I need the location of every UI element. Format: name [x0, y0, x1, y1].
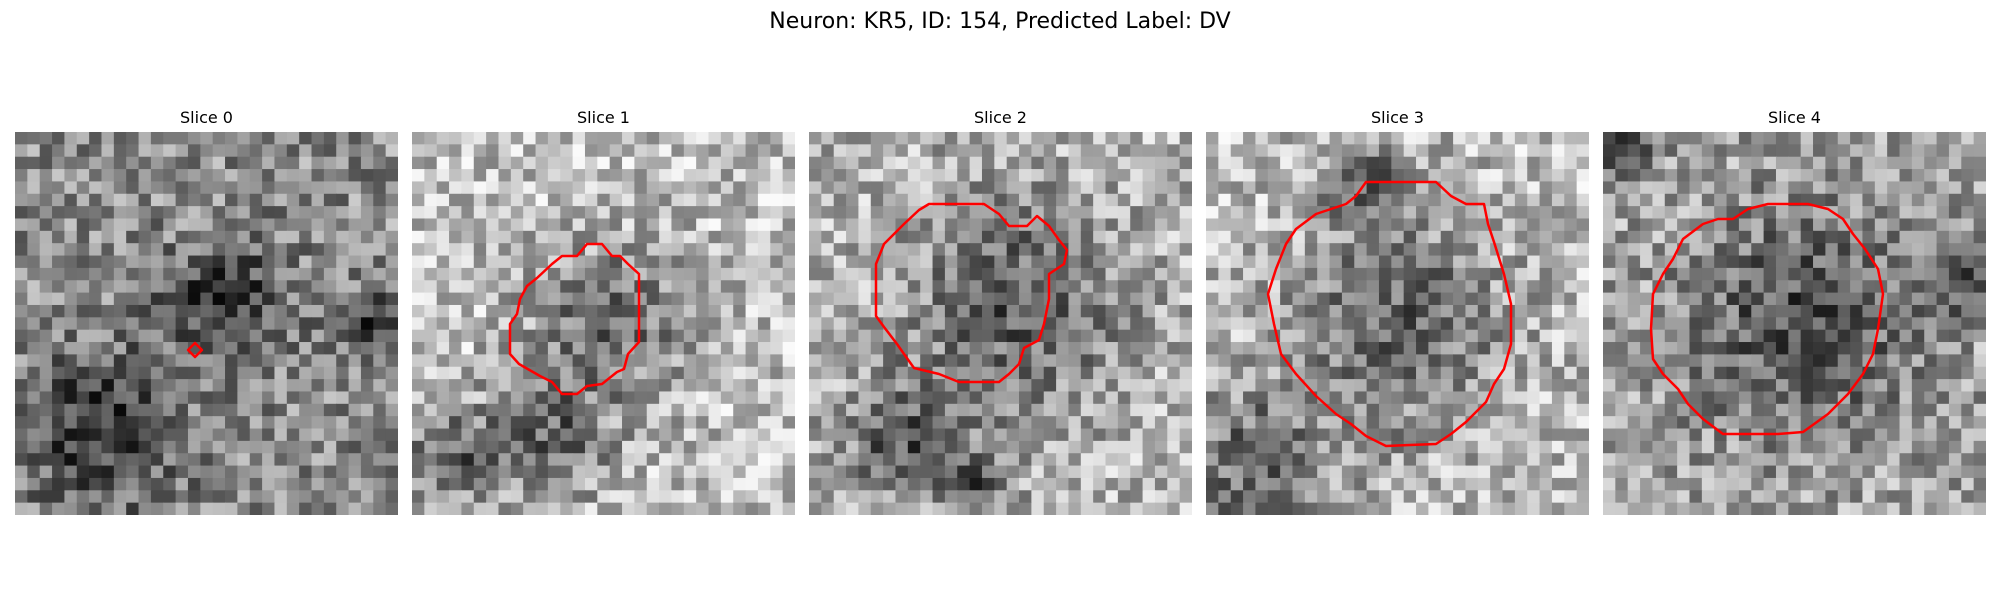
- panel-title: Slice 0: [180, 108, 233, 127]
- panel-slice-0: Slice 0: [15, 108, 398, 515]
- panel-slice-1: Slice 1: [412, 108, 795, 515]
- neuron-contour: [508, 242, 641, 396]
- panel-slice-3: Slice 3: [1206, 108, 1589, 515]
- panel-title: Slice 1: [577, 108, 630, 127]
- slice-image: [809, 132, 1192, 515]
- neuron-contour: [1649, 202, 1885, 436]
- slice-image: [412, 132, 795, 515]
- slice-image: [1603, 132, 1986, 515]
- panel-slice-4: Slice 4: [1603, 108, 1986, 515]
- figure-title: Neuron: KR5, ID: 154, Predicted Label: D…: [769, 9, 1231, 34]
- neuron-contour: [1266, 180, 1513, 448]
- panel-slice-2: Slice 2: [809, 108, 1192, 515]
- neuron-contour: [186, 341, 204, 359]
- neuron-contour: [874, 202, 1069, 384]
- slice-image: [15, 132, 398, 515]
- panel-title: Slice 3: [1371, 108, 1424, 127]
- panel-title: Slice 4: [1768, 108, 1821, 127]
- slice-image: [1206, 132, 1589, 515]
- panel-title: Slice 2: [974, 108, 1027, 127]
